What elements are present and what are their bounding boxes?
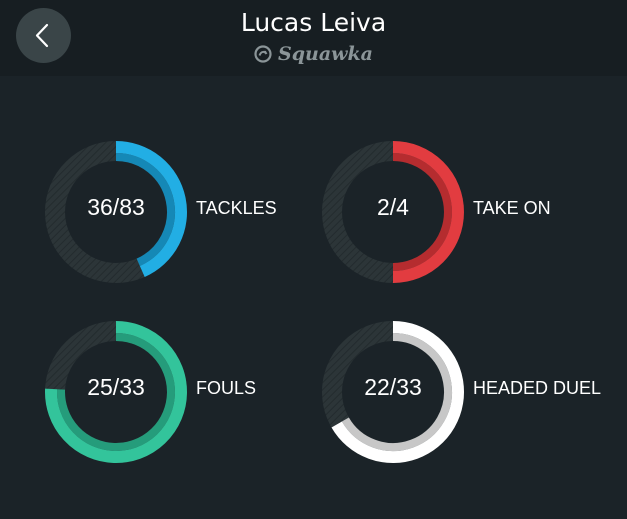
ring-progress — [392, 141, 464, 283]
stat-tackles: 36/83 TACKLES — [44, 140, 344, 290]
take-on-ring — [322, 141, 464, 283]
headed-duel-label: HEADED DUEL — [473, 378, 602, 398]
fouls-label: FOULS — [196, 378, 257, 398]
stat-headed-duel: 22/33 HEADED DUEL — [321, 320, 621, 470]
take-on-label: TAKE ON — [473, 198, 551, 218]
ring-progress — [45, 321, 187, 463]
ring-progress-inner — [341, 333, 452, 451]
back-button[interactable] — [16, 8, 71, 63]
page-title: Lucas Leiva — [240, 8, 387, 37]
fouls-ring — [45, 321, 187, 463]
chevron-left-icon — [35, 23, 49, 48]
headed-duel-value: 22/33 — [364, 374, 422, 400]
ring-progress — [331, 321, 464, 463]
ring-progress — [115, 141, 187, 277]
brand-name: Squawka — [278, 43, 373, 65]
tackles-value: 36/83 — [87, 194, 145, 220]
brand: Squawka — [0, 42, 627, 66]
tackles-label: TACKLES — [196, 198, 277, 218]
stat-fouls: 25/33 FOULS — [44, 320, 344, 470]
headed-duel-ring — [322, 321, 464, 463]
stat-take-on: 2/4 TAKE ON — [321, 140, 621, 290]
header: Lucas Leiva Squawka — [0, 0, 627, 76]
ring-progress-inner — [392, 153, 452, 271]
fouls-value: 25/33 — [87, 374, 145, 400]
squawka-logo-icon — [254, 45, 272, 63]
tackles-ring — [45, 141, 187, 283]
take-on-value: 2/4 — [377, 194, 409, 220]
ring-progress-inner — [115, 153, 175, 266]
ring-progress-inner — [57, 333, 175, 451]
